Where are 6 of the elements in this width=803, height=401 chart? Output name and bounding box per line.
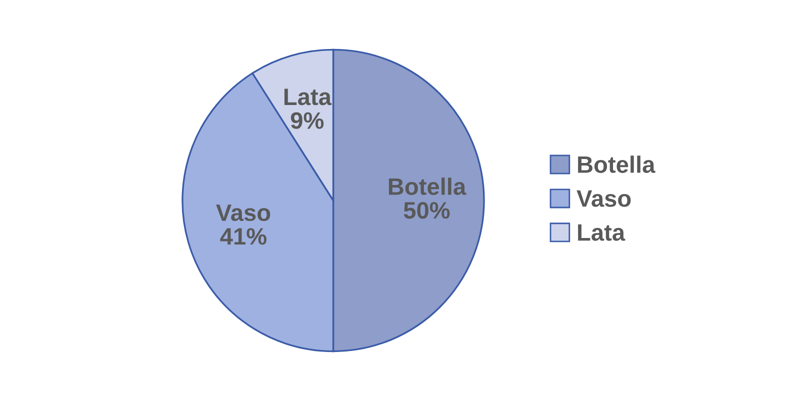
data-label: Vaso 41%: [216, 204, 270, 245]
data-label: Botella 50%: [388, 178, 466, 219]
legend-label: Botella: [578, 156, 656, 173]
data-label: Lata 9%: [284, 88, 332, 129]
legend-label: Vaso: [576, 190, 631, 207]
legend-label: Lata: [578, 224, 626, 241]
